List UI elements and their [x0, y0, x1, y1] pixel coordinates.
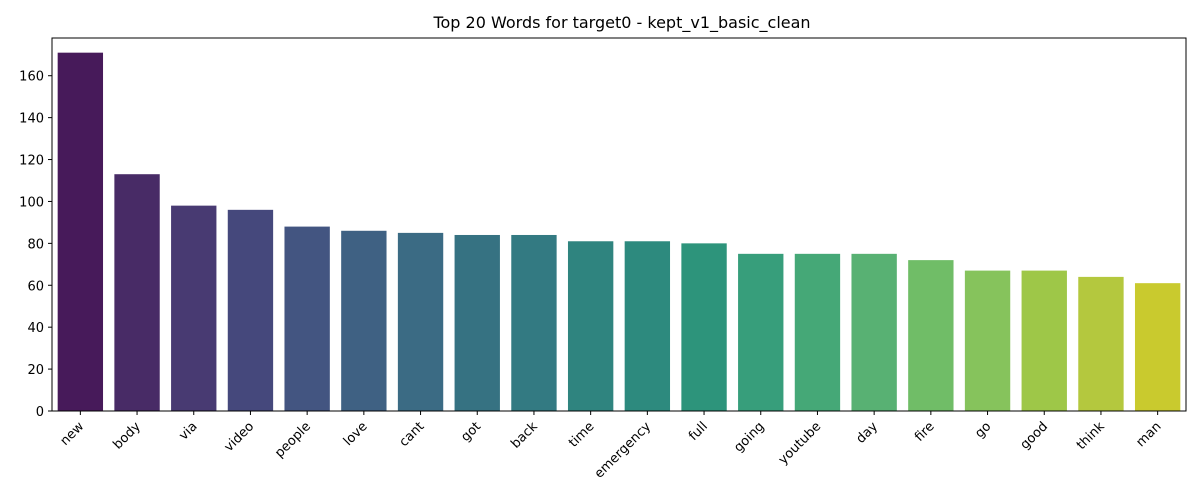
- bar-cant: [397, 232, 444, 411]
- x-tick-label: day: [853, 419, 881, 447]
- x-tick-label: people: [272, 419, 314, 461]
- y-axis: 0 20 40 60 80 100 120 140 160: [19, 70, 52, 420]
- x-tick-label: got: [458, 419, 484, 445]
- x-axis: new body via video people love cant got back time…: [58, 411, 1164, 482]
- bar-fire: [908, 260, 954, 411]
- x-tick-label: full: [686, 419, 711, 444]
- plot-frame: [51, 37, 1187, 412]
- bar-full: [681, 243, 727, 411]
- y-tick-label: 80: [27, 237, 44, 252]
- x-tick-label: fire: [912, 419, 938, 445]
- bar-man: [1134, 283, 1181, 411]
- x-tick-label: cant: [397, 419, 428, 450]
- x-tick-label: youtube: [776, 419, 824, 467]
- bar-youtube: [794, 253, 841, 411]
- x-tick-label: new: [58, 419, 88, 449]
- x-tick-label: man: [1133, 419, 1164, 450]
- x-tick-label: going: [731, 419, 767, 455]
- bar-back: [511, 234, 557, 411]
- bar-people: [284, 226, 330, 411]
- x-tick-label: video: [222, 419, 258, 455]
- bar-new: [57, 52, 104, 411]
- y-tick-label: 40: [27, 321, 44, 336]
- bar-time: [567, 241, 614, 411]
- y-tick-label: 160: [19, 70, 44, 85]
- x-tick-label: body: [111, 419, 145, 453]
- bar-going: [738, 253, 784, 411]
- y-tick-label: 0: [36, 405, 44, 420]
- bar-go: [964, 270, 1011, 411]
- x-tick-label: love: [341, 419, 371, 449]
- bar-think: [1078, 276, 1124, 411]
- y-tick-label: 20: [27, 363, 44, 378]
- bar-day: [851, 253, 897, 411]
- x-tick-label: emergency: [592, 419, 655, 482]
- x-tick-label: back: [508, 419, 541, 452]
- bar-via: [171, 205, 217, 411]
- bar-love: [341, 230, 387, 411]
- y-tick-label: 120: [19, 154, 44, 169]
- bar-got: [454, 234, 500, 411]
- bar-good: [1021, 270, 1067, 411]
- x-tick-label: via: [176, 419, 200, 443]
- bar-body: [114, 174, 160, 411]
- x-tick-label: go: [972, 419, 994, 441]
- bars-group: [57, 52, 1181, 411]
- x-tick-label: think: [1074, 419, 1108, 453]
- y-tick-label: 60: [27, 279, 44, 294]
- bar-video: [227, 209, 274, 411]
- y-tick-label: 100: [19, 195, 44, 210]
- x-tick-label: time: [566, 419, 597, 450]
- y-tick-label: 140: [19, 112, 44, 127]
- x-tick-label: good: [1018, 419, 1052, 453]
- bar-emergency: [624, 241, 671, 411]
- chart-title: Top 20 Words for target0 - kept_v1_basic…: [432, 13, 810, 33]
